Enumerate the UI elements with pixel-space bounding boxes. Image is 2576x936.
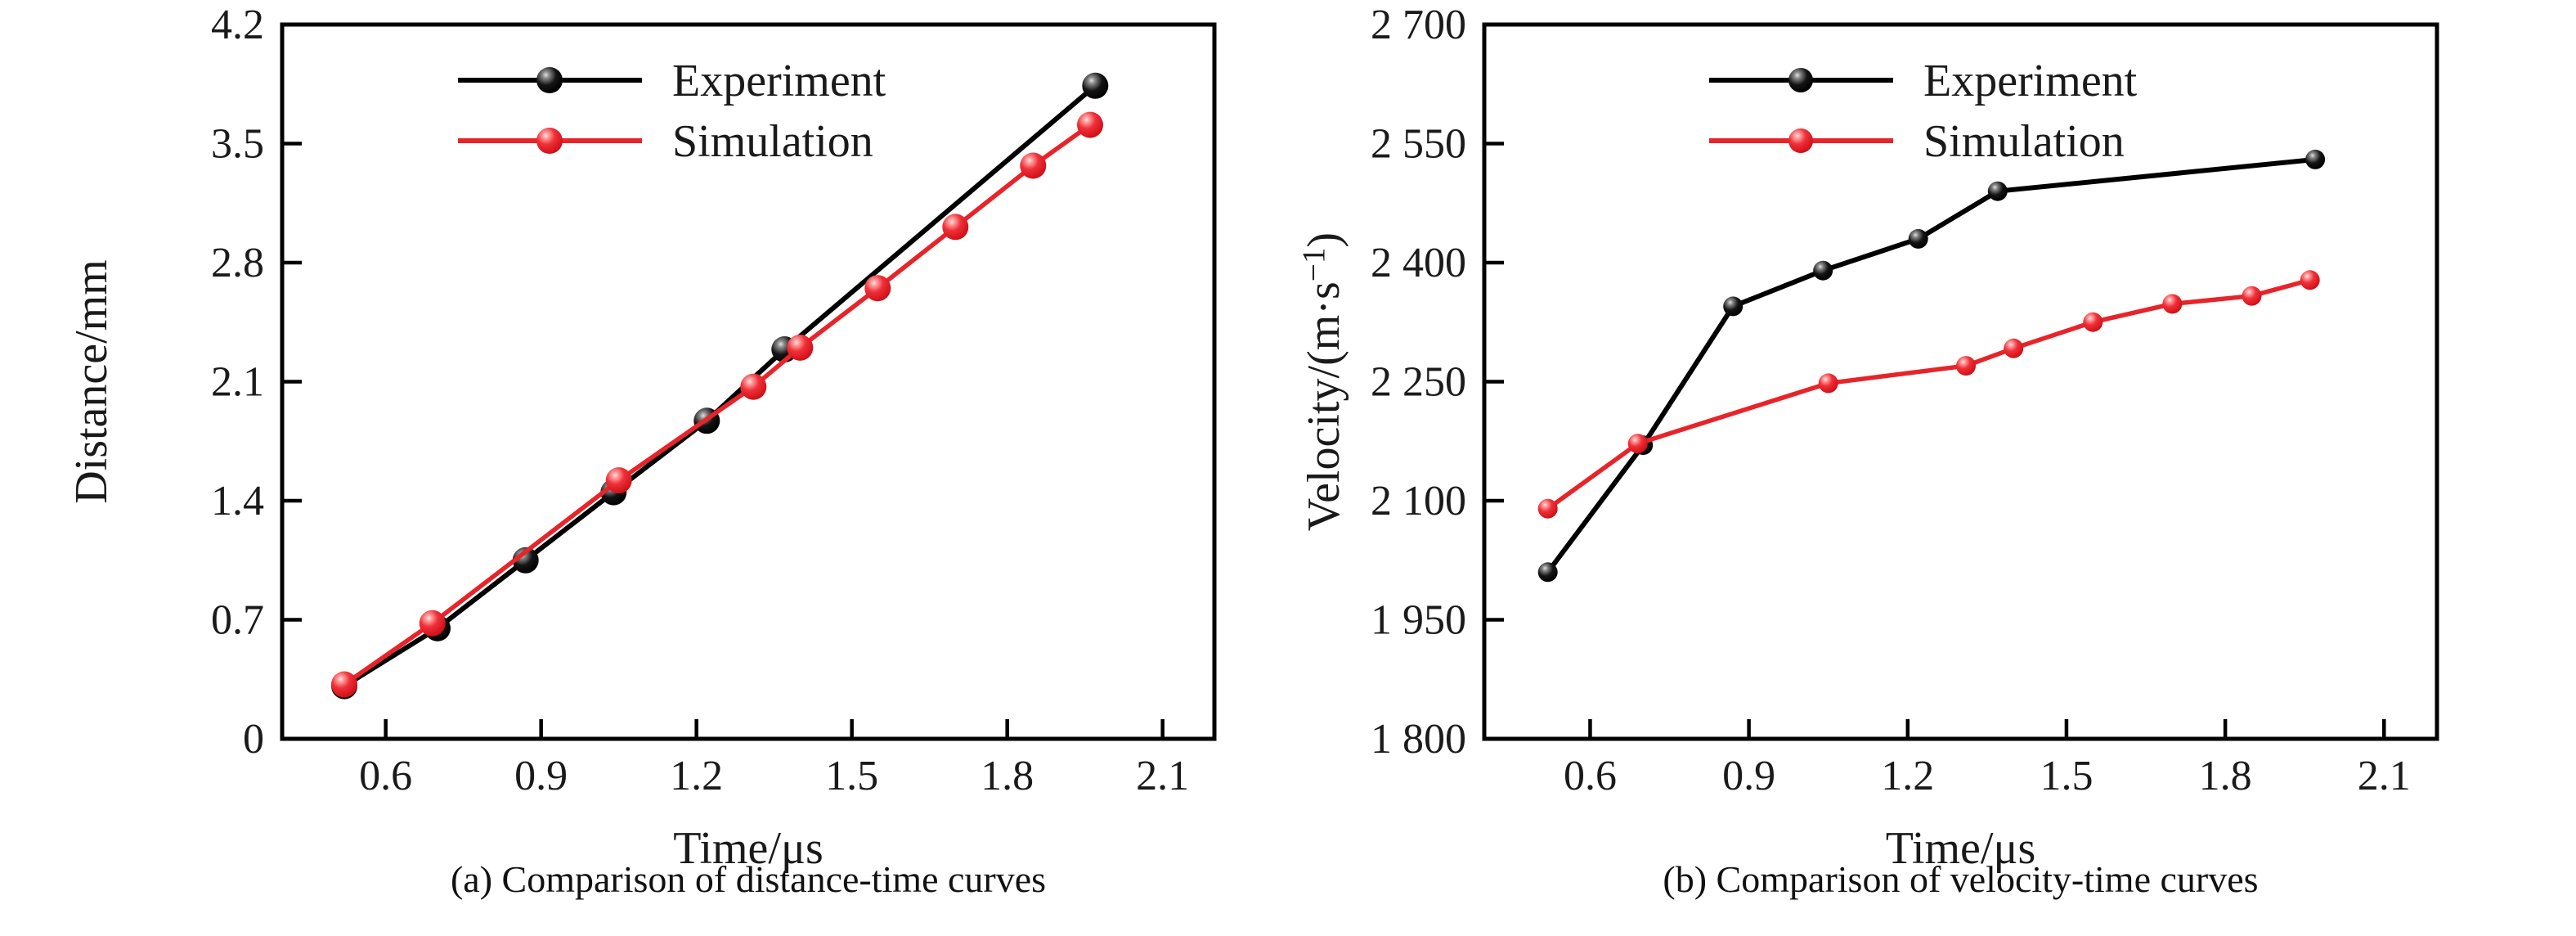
x-tick-label: 0.9 [514, 753, 568, 799]
simulation-marker [787, 334, 814, 361]
legend-marker-simulation [536, 128, 563, 154]
simulation-marker [1627, 434, 1648, 454]
simulation-marker [2162, 294, 2183, 314]
simulation-series [1537, 270, 2320, 519]
y-tick-label: 2.1 [211, 359, 264, 406]
simulation-line [1546, 277, 2311, 511]
y-tick-label: 2 550 [1371, 121, 1466, 168]
simulation-marker [1537, 498, 1558, 519]
experiment-series [1537, 149, 2326, 583]
simulation-marker [2004, 338, 2024, 358]
y-tick-label: 1 800 [1371, 716, 1466, 763]
legend-label-simulation: Simulation [1923, 116, 2125, 167]
y-tick-label: 0 [243, 716, 264, 763]
y-axis: 1 800 1 950 2 100 2 250 2 400 2 550 2 700 Veloc… [1296, 2, 1504, 763]
caption-b: (b) Comparison of velocity-time curves [1663, 858, 2259, 900]
experiment-marker [1813, 260, 1833, 281]
x-tick-label: 1.2 [1881, 753, 1934, 799]
experiment-marker [1082, 72, 1109, 99]
x-tick-label: 2.1 [1136, 753, 1189, 799]
legend-marker-experiment [1788, 68, 1813, 92]
x-axis-label: Time/μs [673, 823, 824, 874]
experiment-marker [512, 547, 539, 574]
y-tick-label: 1.4 [211, 478, 264, 524]
x-tick-label: 0.6 [1564, 753, 1617, 799]
simulation-marker [605, 467, 632, 494]
distance-time-plot: 0.6 0.9 1.2 1.5 1.8 2.1 Time/μs 0 0.7 1.4 2.1 2.8 3.… [66, 2, 1217, 874]
x-tick-label: 0.9 [1722, 753, 1775, 799]
y-axis-label: Velocity/(m·s−1) [1296, 232, 1349, 531]
simulation-marker [740, 373, 767, 400]
experiment-marker [1723, 296, 1744, 317]
legend-marker-simulation [1788, 128, 1813, 153]
y-tick-label: 2 700 [1371, 2, 1466, 48]
x-tick-label: 0.6 [359, 753, 412, 799]
x-tick-label: 1.5 [825, 753, 878, 799]
y-tick-label: 0.7 [211, 597, 264, 644]
simulation-marker [1077, 111, 1103, 138]
y-tick-label: 2 100 [1371, 478, 1466, 524]
simulation-marker [864, 275, 891, 302]
y-tick-label: 2.8 [211, 240, 264, 286]
experiment-line [1546, 156, 2316, 574]
simulation-marker [1956, 356, 1976, 376]
simulation-marker [331, 671, 357, 698]
x-tick-label: 1.8 [981, 753, 1034, 799]
x-axis-label: Time/μs [1886, 823, 2036, 874]
simulation-marker [1020, 152, 1047, 179]
x-axis: 0.6 0.9 1.2 1.5 1.8 2.1 Time/μs [359, 719, 1189, 874]
experiment-line [343, 83, 1097, 689]
simulation-marker [1818, 373, 1838, 394]
velocity-time-chart: 0.6 0.9 1.2 1.5 1.8 2.1 Time/μs 1 800 1 950 2 100… [1288, 0, 2576, 936]
simulation-series [331, 111, 1103, 698]
simulation-line [343, 123, 1092, 686]
simulation-marker [2083, 312, 2103, 332]
y-tick-label: 3.5 [211, 121, 264, 168]
simulation-marker [942, 214, 969, 241]
legend-label-experiment: Experiment [1923, 56, 2138, 106]
experiment-marker [1537, 562, 1558, 583]
y-axis: 0 0.7 1.4 2.1 2.8 3.5 4.2 Distance/mm [66, 2, 302, 763]
x-axis: 0.6 0.9 1.2 1.5 1.8 2.1 Time/μs [1564, 719, 2411, 874]
velocity-time-plot: 0.6 0.9 1.2 1.5 1.8 2.1 Time/μs 1 800 1 950 2 100… [1296, 2, 2439, 874]
y-tick-label: 1 950 [1371, 597, 1466, 644]
y-tick-label: 4.2 [211, 2, 264, 48]
legend: Experiment Simulation [458, 56, 886, 167]
legend-label-simulation: Simulation [672, 116, 873, 167]
x-tick-label: 2.1 [2358, 753, 2411, 799]
y-tick-label: 2 250 [1371, 359, 1466, 406]
experiment-marker [1987, 181, 2008, 201]
experiment-marker [1908, 228, 1928, 249]
legend-marker-experiment [536, 67, 563, 93]
legend: Experiment Simulation [1709, 56, 2138, 167]
caption-a: (a) Comparison of distance-time curves [450, 858, 1047, 900]
experiment-marker [2305, 149, 2326, 169]
legend-label-experiment: Experiment [672, 56, 886, 106]
y-axis-label: Distance/mm [66, 259, 117, 504]
distance-time-chart: 0.6 0.9 1.2 1.5 1.8 2.1 Time/μs 0 0.7 1.4 2.1 2.8 3.… [66, 2, 1217, 900]
x-tick-label: 1.2 [670, 753, 723, 799]
simulation-marker [2242, 286, 2262, 306]
simulation-marker [2300, 270, 2320, 290]
simulation-marker [419, 610, 446, 637]
y-tick-label: 2 400 [1371, 240, 1466, 286]
x-tick-label: 1.5 [2040, 753, 2093, 799]
x-tick-label: 1.8 [2199, 753, 2252, 799]
